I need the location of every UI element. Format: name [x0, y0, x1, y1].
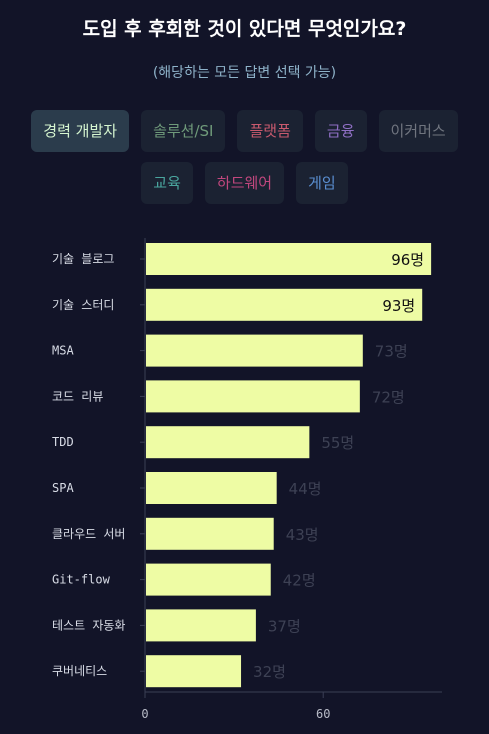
- tab-5[interactable]: 교육: [141, 162, 193, 204]
- page-subtitle: (해당하는 모든 답변 선택 가능): [152, 65, 337, 81]
- page-title: 도입 후 후회한 것이 있다면 무엇인가요?: [82, 18, 407, 40]
- tab-4[interactable]: 이커머스: [378, 110, 458, 152]
- bar: [146, 655, 242, 688]
- bar: [146, 609, 256, 642]
- x-tick-label: 0: [141, 707, 148, 721]
- bar: [146, 380, 360, 413]
- value-label: 44명: [289, 480, 322, 498]
- bar: [146, 563, 271, 596]
- bar: [146, 334, 363, 367]
- category-label: TDD: [52, 435, 74, 449]
- x-tick-label: 60: [316, 707, 330, 721]
- value-label: 93명: [382, 297, 415, 315]
- category-label: Git-flow: [52, 573, 111, 587]
- tab-6[interactable]: 하드웨어: [204, 162, 285, 204]
- value-label: 55명: [321, 434, 354, 452]
- bar: [146, 426, 310, 459]
- value-label: 72명: [372, 388, 405, 406]
- tab-0[interactable]: 경력 개발자: [31, 110, 130, 152]
- category-label: SPA: [52, 481, 74, 495]
- category-label: 쿠버네티스: [52, 664, 107, 678]
- category-label: 기술 스터디: [52, 298, 114, 312]
- category-label: 테스트 자동화: [52, 618, 125, 632]
- bar: [146, 472, 277, 504]
- category-label: MSA: [52, 344, 74, 358]
- category-label: 클라우드 서버: [52, 527, 125, 541]
- bar: [146, 517, 274, 550]
- value-label: 32명: [253, 663, 286, 681]
- bar: [146, 288, 423, 321]
- bar: [146, 243, 432, 275]
- value-label: 73명: [375, 343, 408, 361]
- category-label: 기술 블로그: [52, 252, 114, 266]
- tab-3[interactable]: 금융: [314, 110, 367, 152]
- tab-1[interactable]: 솔루션/SI: [141, 110, 226, 152]
- value-label: 96명: [391, 251, 424, 269]
- category-label: 코드 리뷰: [52, 389, 103, 403]
- value-label: 37명: [268, 617, 301, 635]
- tab-7[interactable]: 게임: [296, 162, 348, 204]
- tab-2[interactable]: 플랫폼: [237, 110, 303, 152]
- value-label: 43명: [286, 526, 319, 544]
- value-label: 42명: [283, 572, 316, 590]
